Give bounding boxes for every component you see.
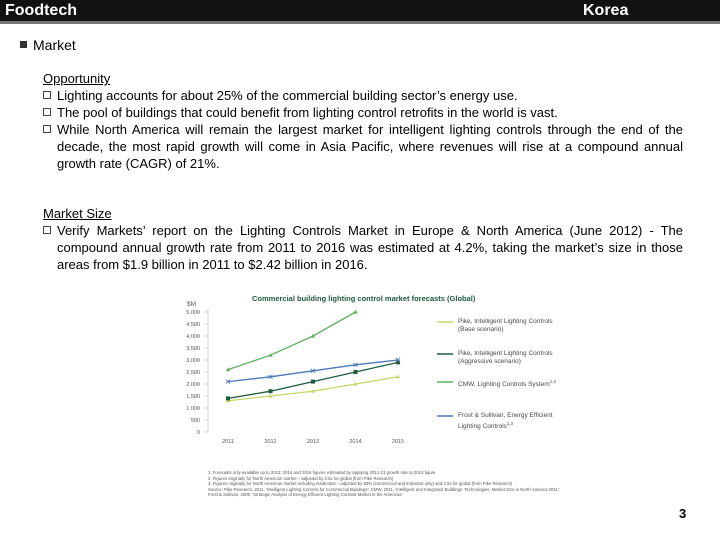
text-block: Opportunity Lighting accounts for about 2… (43, 70, 683, 172)
legend-label: Pike, Intelligent Lighting Controls (Agg… (458, 350, 570, 366)
chart: Commercial building lighting control mar… (186, 294, 570, 445)
header-bar: Foodtech Korea (0, 0, 720, 24)
legend-entry: CMW, Lighting Controls System1,2 (458, 378, 570, 389)
x-tick-label: 2011 (222, 439, 234, 445)
point (268, 393, 273, 398)
bullet-item: While North America will remain the larg… (43, 121, 683, 172)
footnote: 1. Forecasts only available up to 2013; … (208, 470, 436, 475)
y-tick-label: 1,500 (186, 394, 200, 400)
x-tick-label: 2012 (264, 439, 276, 445)
y-tick-label: 1,000 (186, 406, 200, 412)
bullet-item: Lighting accounts for about 25% of the c… (43, 87, 683, 104)
point (395, 374, 401, 379)
point (310, 389, 316, 393)
point (310, 333, 316, 338)
y-tick-label: 5,000 (186, 310, 200, 316)
y-tick-label: 2,000 (186, 382, 200, 388)
point (268, 389, 273, 394)
point (396, 360, 400, 365)
y-tick-label: 4,500 (186, 322, 200, 328)
legend-text: Frost & Sullivan, Energy Efficient Light… (458, 412, 553, 431)
legend-label: CMW, Lighting Controls System1,2 (458, 378, 570, 389)
legend-entry: Pike, Intelligent Lighting Controls (Bas… (458, 318, 570, 334)
legend-text: CMW, Lighting Controls System (458, 381, 550, 389)
text-block: Market Size Verify Markets’ report on the… (43, 205, 683, 273)
legend-entry: Pike, Intelligent Lighting Controls (Agg… (458, 350, 570, 366)
point (353, 370, 358, 374)
legend-label: Pike, Intelligent Lighting Controls (Bas… (458, 318, 570, 334)
footnote: Source: Pike Research, 2011, 'Intelligen… (208, 486, 560, 498)
bullet (20, 41, 27, 48)
footnote: 2. Figures originally for North American… (208, 475, 394, 481)
legend-text: Pike, Intelligent Lighting Controls (Agg… (458, 350, 553, 365)
point (311, 379, 315, 384)
footnote: 3. Figures originally for North American… (208, 481, 513, 487)
y-tick-label: 500 (191, 418, 200, 424)
point (226, 396, 230, 401)
section-title: Market (33, 37, 76, 53)
bullet-item: Verify Markets’ report on the Lighting C… (43, 222, 683, 273)
point (353, 362, 358, 368)
point (310, 368, 316, 374)
y-tick-label: 0 (197, 430, 200, 436)
point (353, 309, 358, 314)
x-tick-label: 2015 (392, 439, 404, 445)
legend-note: 1,3 (506, 421, 514, 426)
x-tick-label: 2014 (349, 439, 361, 445)
header-left: Foodtech (5, 2, 77, 19)
footnotes: 1. Forecasts only available up to 2013; … (208, 470, 568, 498)
point (353, 381, 358, 386)
point (395, 357, 401, 363)
block-heading: Opportunity (43, 71, 111, 86)
header-right: Korea (583, 2, 629, 19)
point (268, 374, 273, 380)
chart-title: Commercial building lighting control mar… (252, 294, 476, 303)
y-tick-label: 3,000 (186, 358, 200, 364)
block-heading: Market Size (43, 206, 112, 221)
y-axis-label: $M (187, 301, 196, 308)
legend-text: Pike, Intelligent Lighting Controls (Bas… (458, 318, 553, 333)
point (225, 367, 231, 372)
point (268, 353, 273, 357)
legend-note: 1,2 (549, 379, 557, 384)
point (225, 398, 231, 403)
y-tick-label: 2,500 (186, 370, 200, 376)
legend-label: Frost & Sullivan, Energy Efficient Light… (458, 412, 570, 431)
point (225, 379, 231, 384)
page-number: 3 (679, 506, 687, 521)
y-tick-label: 4,000 (186, 334, 200, 340)
y-tick-label: 3,500 (186, 346, 200, 352)
bullet-item: The pool of buildings that could benefit… (43, 104, 683, 121)
series-line (227, 311, 356, 371)
x-tick-label: 2013 (307, 439, 319, 445)
legend-entry: Frost & Sullivan, Energy Efficient Light… (458, 412, 570, 431)
